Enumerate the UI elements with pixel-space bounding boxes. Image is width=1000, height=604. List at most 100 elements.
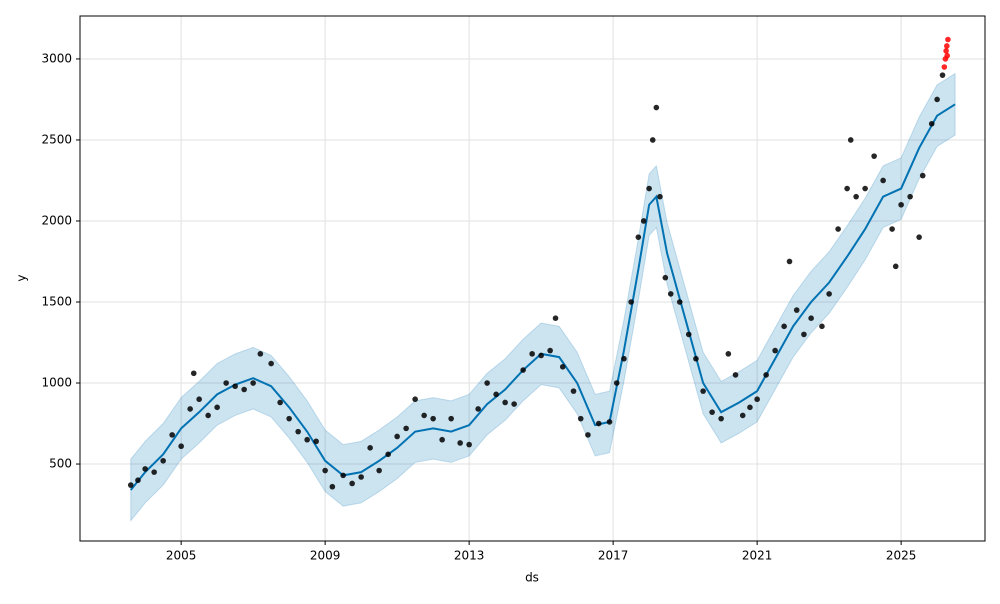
data-point xyxy=(943,48,949,54)
data-point xyxy=(241,386,247,393)
y-tick-label: 3000 xyxy=(41,51,72,65)
x-axis-label: ds xyxy=(525,571,539,585)
data-point xyxy=(939,72,946,78)
data-point xyxy=(322,467,328,474)
data-point xyxy=(376,467,382,474)
data-point xyxy=(826,291,832,297)
data-point xyxy=(151,469,157,475)
data-point xyxy=(653,104,660,111)
data-point xyxy=(552,315,559,321)
data-point xyxy=(493,391,499,398)
data-point xyxy=(835,226,841,232)
y-tick-label: 2000 xyxy=(41,213,72,227)
data-point xyxy=(570,388,577,394)
data-point xyxy=(725,351,732,357)
data-point xyxy=(250,380,256,386)
x-tick-label: 2013 xyxy=(454,549,485,563)
plot-frame xyxy=(79,15,986,542)
data-point xyxy=(754,396,760,403)
data-point xyxy=(613,380,620,386)
data-point xyxy=(793,307,800,313)
x-tick-label: 2025 xyxy=(886,549,917,563)
data-point xyxy=(700,388,706,394)
data-point xyxy=(808,315,814,321)
data-point xyxy=(801,331,807,338)
data-point xyxy=(676,299,683,305)
data-point xyxy=(646,185,652,192)
forecast-line xyxy=(129,103,956,491)
data-point xyxy=(585,432,591,438)
data-point xyxy=(944,43,950,49)
data-point xyxy=(196,396,202,403)
data-point xyxy=(349,480,355,487)
data-point xyxy=(214,404,220,411)
data-point xyxy=(394,433,400,440)
data-point xyxy=(187,406,193,412)
data-point xyxy=(178,443,184,450)
data-point xyxy=(439,436,445,443)
data-point xyxy=(709,409,715,415)
data-point xyxy=(547,347,553,354)
data-point xyxy=(928,120,935,127)
data-point xyxy=(268,360,274,367)
data-point xyxy=(763,372,769,378)
data-point xyxy=(693,355,699,362)
data-point xyxy=(529,351,535,357)
data-point xyxy=(457,440,463,446)
data-point xyxy=(205,412,211,419)
data-point xyxy=(466,441,472,448)
data-point xyxy=(367,445,373,451)
data-point xyxy=(295,428,301,435)
data-point xyxy=(169,432,175,438)
data-point xyxy=(781,323,787,330)
data-point xyxy=(941,64,948,70)
data-point xyxy=(635,234,642,240)
data-point xyxy=(257,351,264,357)
data-point xyxy=(190,370,197,377)
y-tick-label: 1000 xyxy=(41,376,72,390)
data-point xyxy=(916,234,922,240)
data-point xyxy=(747,404,753,411)
y-tick-label: 2500 xyxy=(41,132,72,146)
data-point xyxy=(649,137,656,143)
data-point xyxy=(862,185,868,192)
data-point xyxy=(385,451,391,458)
data-point xyxy=(944,52,951,59)
x-tick-label: 2017 xyxy=(598,549,629,563)
data-point xyxy=(520,367,526,373)
data-point xyxy=(844,185,850,192)
data-point xyxy=(892,263,899,270)
y-axis-label: y xyxy=(15,274,29,281)
data-point xyxy=(448,415,454,422)
data-point xyxy=(232,383,238,390)
data-point xyxy=(559,364,566,370)
data-point xyxy=(538,352,544,359)
x-tick-label: 2021 xyxy=(742,549,773,563)
data-point xyxy=(685,331,692,338)
data-point xyxy=(889,226,895,232)
data-point xyxy=(662,274,669,281)
data-point xyxy=(277,399,283,406)
data-point xyxy=(286,415,292,422)
data-point xyxy=(358,474,364,480)
data-point xyxy=(819,323,825,330)
data-point xyxy=(142,466,148,472)
data-point xyxy=(640,218,647,224)
data-point xyxy=(421,412,427,419)
y-tick-label: 500 xyxy=(49,457,72,471)
data-point xyxy=(127,482,134,488)
data-point xyxy=(739,412,746,419)
data-point xyxy=(135,477,141,484)
data-point xyxy=(772,347,778,354)
data-point xyxy=(621,355,627,362)
x-tick-label: 2009 xyxy=(310,549,341,563)
y-tick-label: 1500 xyxy=(41,294,72,308)
x-tick-label: 2005 xyxy=(166,549,197,563)
data-point xyxy=(412,396,418,403)
data-point xyxy=(667,291,674,297)
data-point xyxy=(340,472,346,479)
data-point xyxy=(577,415,584,422)
data-point xyxy=(880,177,886,184)
data-point xyxy=(160,457,166,464)
